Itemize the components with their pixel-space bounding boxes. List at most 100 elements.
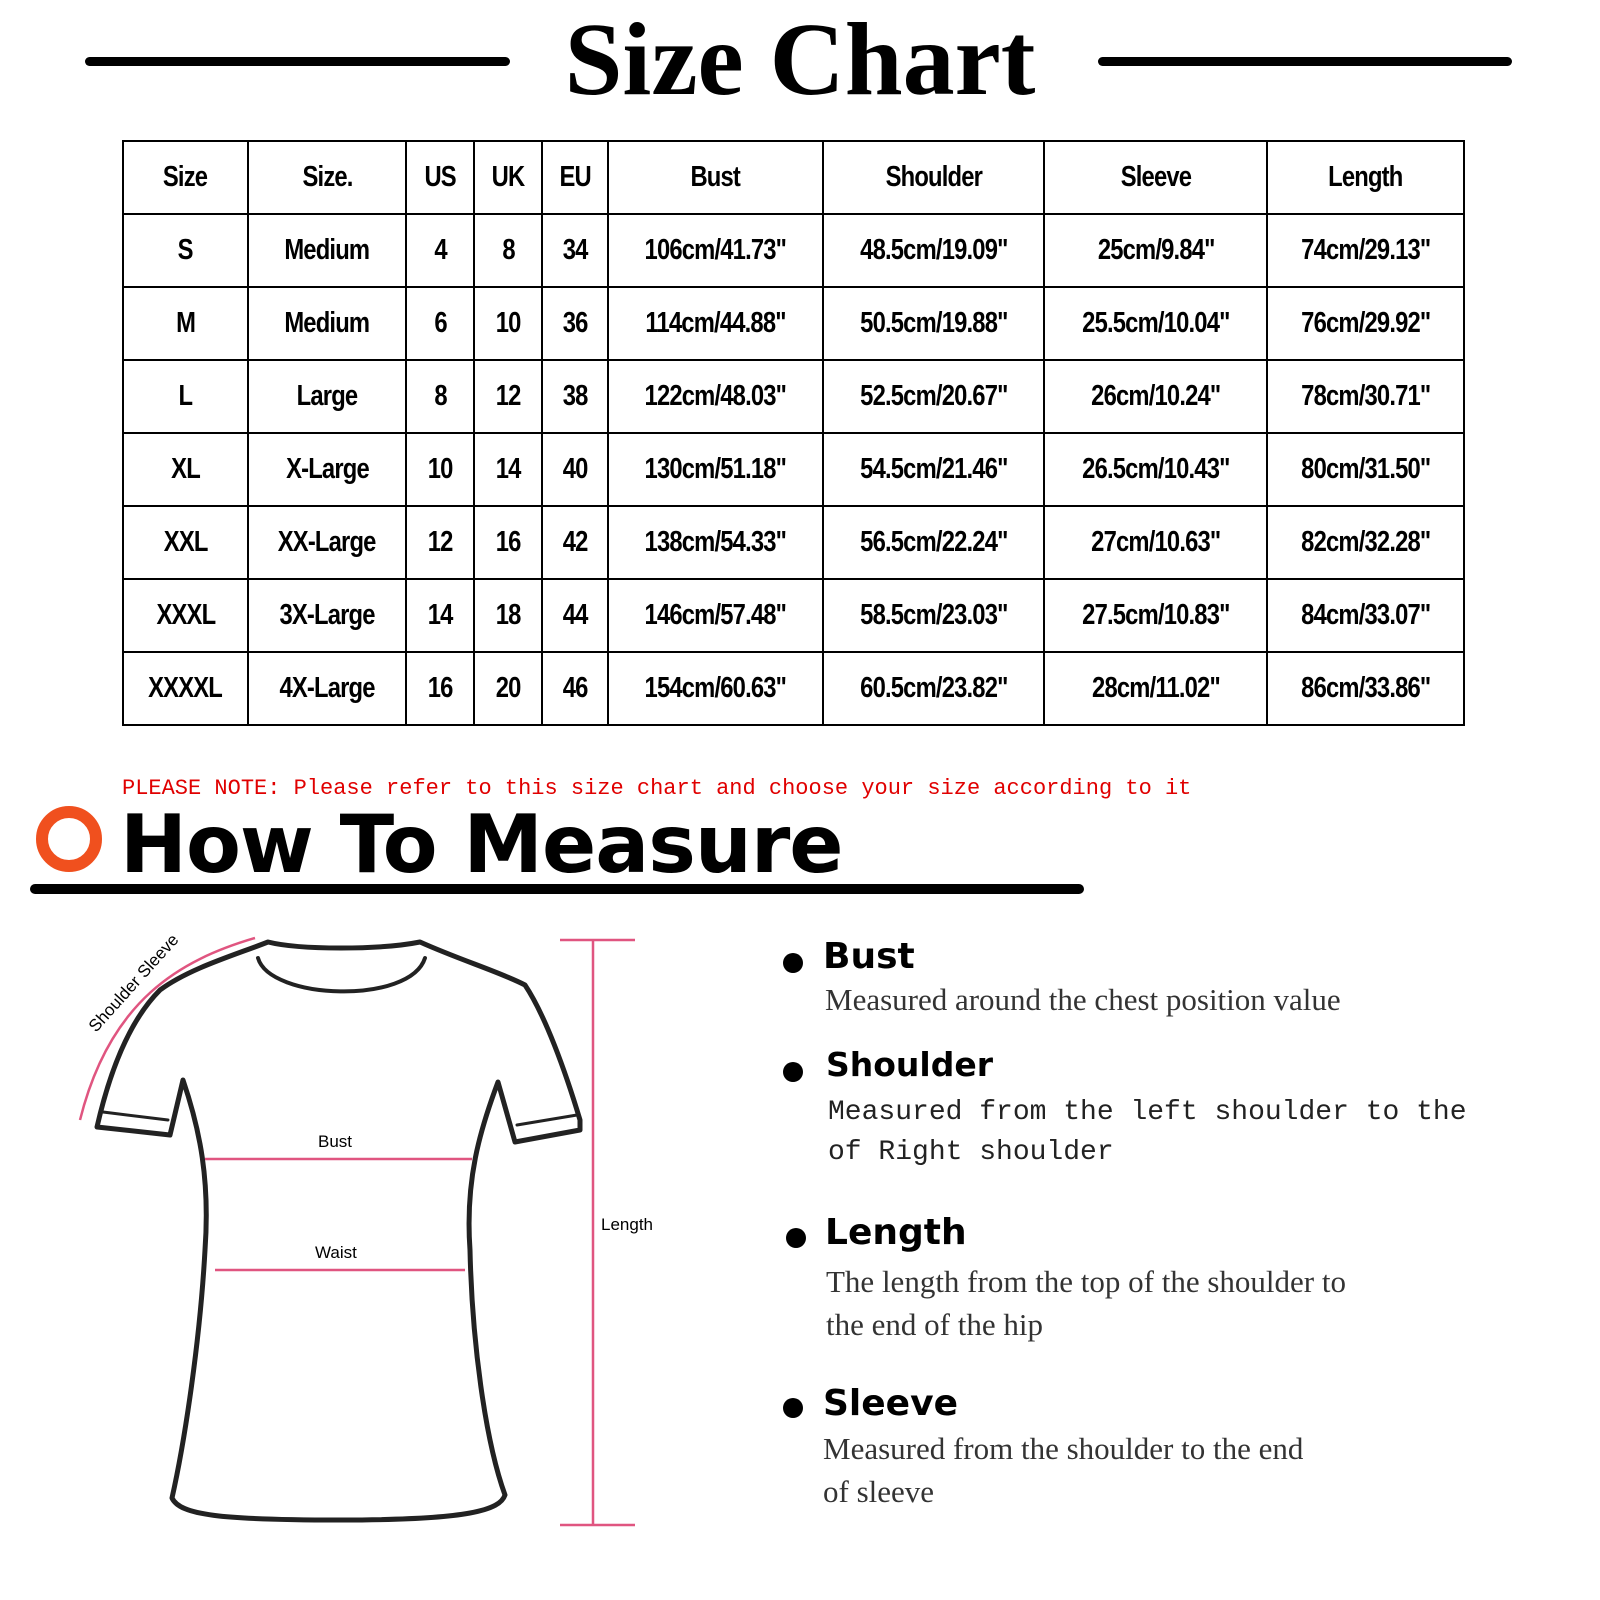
table-cell: 20 <box>473 651 544 726</box>
table-cell: 138cm/54.33" <box>606 505 824 580</box>
cell-value: 106cm/41.73" <box>644 234 787 266</box>
cell-value: 25cm/9.84" <box>1097 234 1215 266</box>
column-header-label: Bust <box>690 161 741 193</box>
column-header: EU <box>541 140 609 215</box>
table-cell: 44 <box>541 578 609 653</box>
cell-value: 26.5cm/10.43" <box>1082 453 1230 485</box>
cell-value: 40 <box>562 453 589 485</box>
table-cell: 25.5cm/10.04" <box>1043 286 1269 361</box>
cell-value: 52.5cm/20.67" <box>859 380 1008 412</box>
cell-value: 25.5cm/10.04" <box>1082 307 1230 339</box>
cell-value: XXXXL <box>148 672 223 704</box>
ring-icon <box>36 806 102 872</box>
column-header: Size <box>122 140 249 215</box>
table-cell: 6 <box>405 286 476 361</box>
table-cell: 12 <box>473 359 544 434</box>
table-cell: 4 <box>405 213 476 288</box>
table-header-row: Size Size. US UK EU Bust Shoulder Sleeve Length <box>122 140 1465 215</box>
cell-value: 56.5cm/22.24" <box>859 526 1008 558</box>
cell-value: 3X-Large <box>279 599 376 631</box>
table-cell: 14 <box>405 578 476 653</box>
cell-value: 58.5cm/23.03" <box>859 599 1008 631</box>
cell-value: 74cm/29.13" <box>1300 234 1431 266</box>
measure-desc: the end of the hip <box>826 1307 1043 1342</box>
cell-value: 10 <box>495 307 522 339</box>
cell-value: 8 <box>434 380 447 412</box>
column-header-label: Size. <box>302 161 353 193</box>
cell-value: 8 <box>501 234 515 266</box>
table-cell: Medium <box>246 213 408 288</box>
bullet-icon <box>783 1062 803 1082</box>
cell-value: 16 <box>427 672 454 704</box>
cell-value: 122cm/48.03" <box>644 380 787 412</box>
table-cell: 122cm/48.03" <box>606 359 824 434</box>
table-cell: 8 <box>473 213 544 288</box>
cell-value: 80cm/31.50" <box>1300 453 1431 485</box>
label-waist: Waist <box>315 1243 357 1262</box>
table-row: XXXL 3X-Large 14 18 44 146cm/57.48" 58.5cm/23.… <box>122 578 1465 653</box>
table-cell: 54.5cm/21.46" <box>821 432 1046 507</box>
table-cell: 3X-Large <box>246 578 408 653</box>
cell-value: 76cm/29.92" <box>1300 307 1431 339</box>
table-cell: L <box>122 359 249 434</box>
table-cell: 80cm/31.50" <box>1266 432 1465 507</box>
cell-value: 146cm/57.48" <box>644 599 787 631</box>
cell-value: 26cm/10.24" <box>1091 380 1221 412</box>
cell-value: 42 <box>562 526 589 558</box>
cell-value: 60.5cm/23.82" <box>859 672 1008 704</box>
cell-value: 46 <box>562 672 589 704</box>
cell-value: 50.5cm/19.88" <box>859 307 1008 339</box>
cell-value: 16 <box>495 526 522 558</box>
cell-value: 48.5cm/19.09" <box>859 234 1008 266</box>
table-row: L Large 8 12 38 122cm/48.03" 52.5cm/20.67" 26cm… <box>122 359 1465 434</box>
table-cell: M <box>122 286 249 361</box>
title-rule-right <box>1098 57 1512 66</box>
measure-title: Length <box>825 1212 967 1253</box>
table-cell: 8 <box>405 359 476 434</box>
column-header-label: UK <box>491 161 526 193</box>
cell-value: 12 <box>427 526 454 558</box>
measure-title: Sleeve <box>823 1383 958 1424</box>
cell-value: L <box>178 380 194 412</box>
cell-value: 14 <box>495 453 522 485</box>
measure-desc: The length from the top of the shoulder … <box>826 1264 1346 1299</box>
cell-value: 114cm/44.88" <box>645 307 786 339</box>
table-cell: 10 <box>473 286 544 361</box>
label-length: Length <box>601 1215 653 1234</box>
column-header: Bust <box>606 140 824 215</box>
cell-value: 14 <box>427 599 454 631</box>
measure-desc: Measured around the chest position value <box>825 982 1341 1017</box>
how-to-measure-heading: How To Measure <box>120 798 844 891</box>
column-header-label: Size <box>163 161 208 193</box>
label-bust: Bust <box>318 1132 352 1151</box>
cell-value: XXL <box>163 526 208 558</box>
cell-value: 130cm/51.18" <box>644 453 787 485</box>
cell-value: 28cm/11.02" <box>1091 672 1221 704</box>
please-note: PLEASE NOTE: Please refer to this size c… <box>122 776 1192 801</box>
table-cell: 27cm/10.63" <box>1043 505 1269 580</box>
table-cell: 58.5cm/23.03" <box>821 578 1046 653</box>
cell-value: 38 <box>562 380 589 412</box>
measure-desc: of Right shoulder <box>828 1137 1114 1168</box>
bullet-icon <box>783 1398 803 1418</box>
table-cell: 52.5cm/20.67" <box>821 359 1046 434</box>
cell-value: 86cm/33.86" <box>1300 672 1431 704</box>
table-cell: 46 <box>541 651 609 726</box>
table-cell: 82cm/32.28" <box>1266 505 1465 580</box>
table-cell: 16 <box>405 651 476 726</box>
table-cell: X-Large <box>246 432 408 507</box>
tshirt-diagram: Shoulder Sleeve Bust Waist Length <box>78 930 653 1527</box>
size-table: Size Size. US UK EU Bust Shoulder Sleeve Length … <box>122 140 1465 726</box>
column-header: Size. <box>246 140 408 215</box>
cell-value: Medium <box>284 307 371 339</box>
cell-value: 27cm/10.63" <box>1091 526 1221 558</box>
cell-value: 27.5cm/10.83" <box>1082 599 1230 631</box>
cell-value: Large <box>296 380 358 412</box>
table-cell: 84cm/33.07" <box>1266 578 1465 653</box>
table-cell: 38 <box>541 359 609 434</box>
table-cell: 76cm/29.92" <box>1266 286 1465 361</box>
title-rule-left <box>85 57 510 66</box>
cell-value: 10 <box>427 453 454 485</box>
table-row: XXXXL 4X-Large 16 20 46 154cm/60.63" 60.5cm/23… <box>122 651 1465 726</box>
table-cell: 130cm/51.18" <box>606 432 824 507</box>
